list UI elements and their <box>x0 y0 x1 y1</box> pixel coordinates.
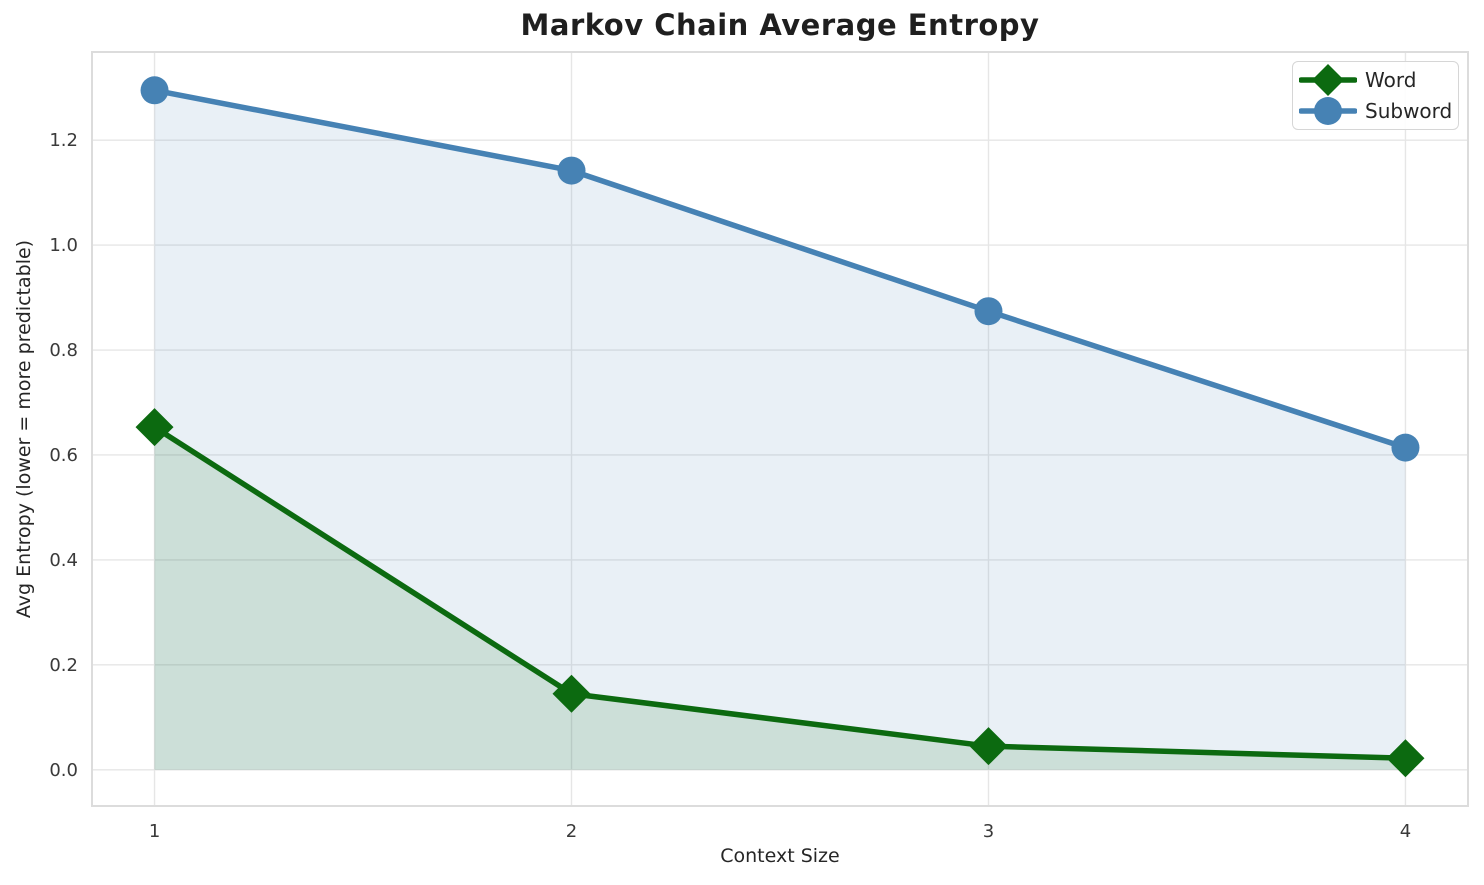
x-tick-label: 3 <box>983 821 994 842</box>
x-tick-label: 2 <box>566 821 577 842</box>
subword-line <box>151 87 1409 451</box>
subword-area <box>154 90 1406 770</box>
x-axis-label: Context Size <box>720 845 840 867</box>
y-tick-label: 1.2 <box>49 130 78 151</box>
chart-title: Markov Chain Average Entropy <box>520 8 1040 42</box>
subword-marker <box>140 76 169 105</box>
y-tick-label: 0.6 <box>49 445 78 466</box>
word-line <box>151 424 1409 762</box>
legend-label-subword: Subword <box>1365 99 1453 123</box>
legend-item-subword: Subword <box>1299 96 1452 127</box>
subword-marker <box>974 297 1003 326</box>
word-marker <box>969 727 1008 766</box>
word-marker <box>135 408 174 447</box>
word-marker <box>1386 739 1425 778</box>
y-axis-label-text: Avg Entropy (lower = more predictable) <box>13 239 35 619</box>
word-area <box>154 427 1406 770</box>
word-marker <box>552 674 591 713</box>
x-tick-label: 4 <box>1400 821 1411 842</box>
subword-marker <box>1391 433 1420 462</box>
legend-item-word: Word <box>1299 64 1452 96</box>
x-tick-label: 1 <box>149 821 160 842</box>
subword-marker <box>557 156 586 185</box>
legend: Word Subword <box>1292 61 1459 130</box>
y-tick-label: 0.0 <box>49 760 78 781</box>
plot-border <box>91 51 1469 807</box>
y-tick-label: 0.2 <box>49 655 78 676</box>
y-tick-label: 0.4 <box>49 550 78 571</box>
subword-legend-marker-icon <box>1299 97 1357 125</box>
word-legend-sample-shape <box>1312 64 1344 96</box>
y-tick-label: 0.8 <box>49 340 78 361</box>
y-tick-label: 1.0 <box>49 235 78 256</box>
word-legend-marker-icon <box>1299 64 1357 96</box>
legend-label-word: Word <box>1365 68 1417 92</box>
subword-legend-sample-shape <box>1314 97 1342 125</box>
